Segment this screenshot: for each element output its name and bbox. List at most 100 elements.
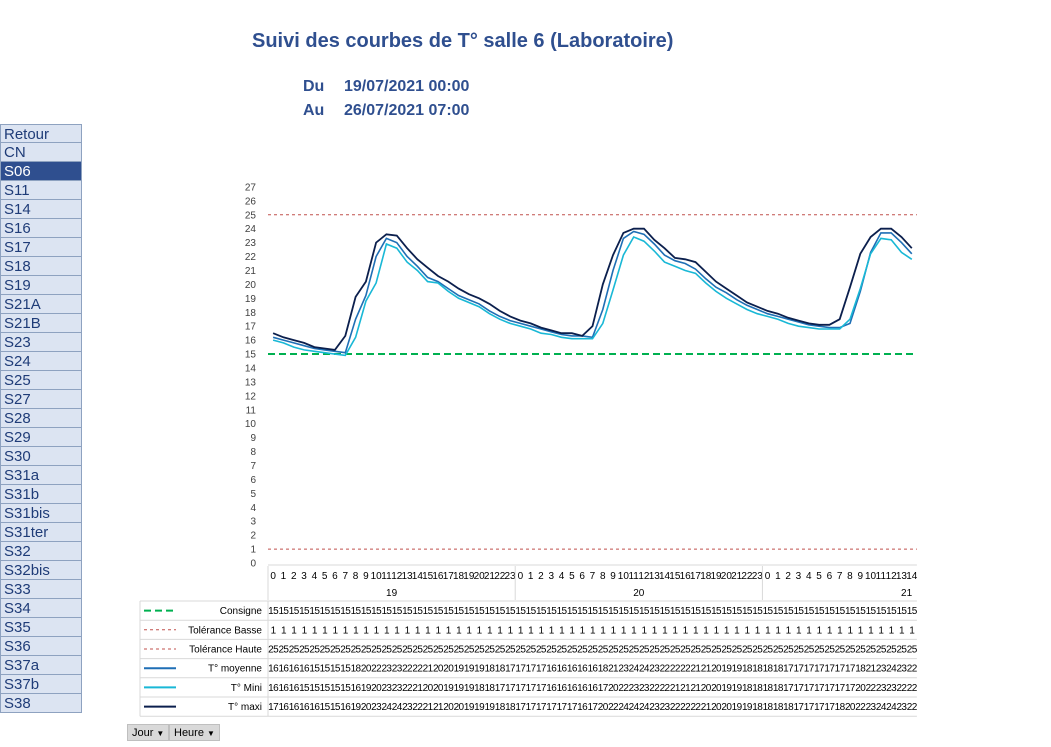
x-hour-label: 18 bbox=[453, 571, 465, 582]
sidebar-item-s29[interactable]: S29 bbox=[0, 428, 82, 447]
table-cell: 15 bbox=[278, 606, 289, 617]
table-cell: 19 bbox=[721, 664, 732, 675]
table-cell: 15 bbox=[330, 606, 341, 617]
table-cell: 17 bbox=[515, 683, 526, 694]
table-cell: 1 bbox=[322, 625, 328, 636]
sidebar-item-s28[interactable]: S28 bbox=[0, 409, 82, 428]
table-cell: 17 bbox=[835, 664, 846, 675]
sidebar-item-s37a[interactable]: S37a bbox=[0, 656, 82, 675]
hour-filter-button[interactable]: Heure ▼ bbox=[169, 724, 220, 741]
sidebar-item-s35[interactable]: S35 bbox=[0, 618, 82, 637]
table-cell: 25 bbox=[866, 645, 877, 656]
table-cell: 16 bbox=[577, 702, 588, 713]
table-cell: 15 bbox=[361, 606, 372, 617]
table-cell: 15 bbox=[546, 606, 557, 617]
sidebar-item-s31a[interactable]: S31a bbox=[0, 466, 82, 485]
x-hour-label: 16 bbox=[432, 571, 444, 582]
day-filter-button[interactable]: Jour ▼ bbox=[127, 724, 170, 741]
y-tick-label: 2 bbox=[250, 531, 256, 542]
table-cell: 17 bbox=[515, 702, 526, 713]
y-tick-label: 14 bbox=[245, 363, 257, 374]
table-cell: 15 bbox=[454, 606, 465, 617]
x-hour-label: 17 bbox=[690, 571, 702, 582]
x-hour-label: 9 bbox=[857, 571, 863, 582]
x-hour-label: 14 bbox=[906, 571, 918, 582]
sidebar-item-s21a[interactable]: S21A bbox=[0, 295, 82, 314]
sidebar-item-s33[interactable]: S33 bbox=[0, 580, 82, 599]
sidebar-item-s32bis[interactable]: S32bis bbox=[0, 561, 82, 580]
table-cell: 20 bbox=[855, 683, 866, 694]
x-hour-label: 2 bbox=[785, 571, 791, 582]
table-cell: 1 bbox=[518, 625, 524, 636]
table-cell: 25 bbox=[886, 645, 897, 656]
x-hour-label: 14 bbox=[659, 571, 671, 582]
sidebar-item-s25[interactable]: S25 bbox=[0, 371, 82, 390]
table-cell: 1 bbox=[714, 625, 720, 636]
sidebar-item-s36[interactable]: S36 bbox=[0, 637, 82, 656]
table-cell: 17 bbox=[804, 664, 815, 675]
y-tick-label: 27 bbox=[245, 182, 257, 193]
y-tick-label: 0 bbox=[250, 559, 256, 570]
table-cell: 18 bbox=[484, 683, 495, 694]
sidebar-item-s16[interactable]: S16 bbox=[0, 219, 82, 238]
table-cell: 1 bbox=[332, 625, 338, 636]
table-cell: 15 bbox=[773, 606, 784, 617]
sidebar-item-s38[interactable]: S38 bbox=[0, 694, 82, 713]
table-cell: 25 bbox=[526, 645, 537, 656]
sidebar-item-s32[interactable]: S32 bbox=[0, 542, 82, 561]
sidebar-item-cn[interactable]: CN bbox=[0, 143, 82, 162]
x-hour-label: 21 bbox=[484, 571, 496, 582]
sidebar-item-s27[interactable]: S27 bbox=[0, 390, 82, 409]
table-cell: 25 bbox=[814, 645, 825, 656]
x-hour-label: 2 bbox=[291, 571, 297, 582]
sidebar-item-s34[interactable]: S34 bbox=[0, 599, 82, 618]
y-tick-label: 18 bbox=[245, 308, 257, 319]
x-hour-label: 22 bbox=[741, 571, 753, 582]
table-cell: 25 bbox=[495, 645, 506, 656]
sidebar-item-s24[interactable]: S24 bbox=[0, 352, 82, 371]
sidebar-item-s23[interactable]: S23 bbox=[0, 333, 82, 352]
table-cell: 22 bbox=[412, 664, 423, 675]
sidebar-item-retour[interactable]: Retour bbox=[0, 124, 82, 143]
table-cell: 20 bbox=[598, 702, 609, 713]
table-cell: 22 bbox=[371, 664, 382, 675]
sidebar-item-s14[interactable]: S14 bbox=[0, 200, 82, 219]
y-tick-label: 1 bbox=[250, 545, 256, 556]
table-cell: 17 bbox=[824, 702, 835, 713]
table-cell: 15 bbox=[639, 606, 650, 617]
sidebar-item-s06[interactable]: S06 bbox=[0, 162, 82, 181]
table-cell: 1 bbox=[641, 625, 647, 636]
table-cell: 22 bbox=[680, 664, 691, 675]
x-hour-label: 0 bbox=[518, 571, 524, 582]
table-cell: 1 bbox=[538, 625, 544, 636]
sidebar-item-s19[interactable]: S19 bbox=[0, 276, 82, 295]
table-cell: 16 bbox=[309, 702, 320, 713]
table-cell: 17 bbox=[587, 702, 598, 713]
sidebar-item-s31bis[interactable]: S31bis bbox=[0, 504, 82, 523]
x-hour-label: 15 bbox=[669, 571, 681, 582]
sidebar-item-s31ter[interactable]: S31ter bbox=[0, 523, 82, 542]
sidebar-item-s17[interactable]: S17 bbox=[0, 238, 82, 257]
sidebar-item-s31b[interactable]: S31b bbox=[0, 485, 82, 504]
sidebar-item-s30[interactable]: S30 bbox=[0, 447, 82, 466]
sidebar-item-s11[interactable]: S11 bbox=[0, 181, 82, 200]
table-cell: 25 bbox=[330, 645, 341, 656]
table-cell: 17 bbox=[814, 702, 825, 713]
table-cell: 24 bbox=[639, 702, 650, 713]
table-cell: 19 bbox=[464, 664, 475, 675]
table-cell: 1 bbox=[868, 625, 874, 636]
x-hour-label: 9 bbox=[610, 571, 616, 582]
x-hour-label: 11 bbox=[381, 571, 392, 582]
table-cell: 16 bbox=[278, 702, 289, 713]
table-cell: 18 bbox=[742, 683, 753, 694]
y-tick-label: 15 bbox=[245, 350, 257, 361]
table-cell: 20 bbox=[433, 683, 444, 694]
table-cell: 1 bbox=[508, 625, 514, 636]
table-cell: 25 bbox=[876, 645, 887, 656]
sidebar-item-s18[interactable]: S18 bbox=[0, 257, 82, 276]
table-cell: 15 bbox=[732, 606, 743, 617]
sidebar-item-s21b[interactable]: S21B bbox=[0, 314, 82, 333]
table-cell: 23 bbox=[886, 683, 897, 694]
from-label: Du bbox=[303, 78, 325, 95]
sidebar-item-s37b[interactable]: S37b bbox=[0, 675, 82, 694]
